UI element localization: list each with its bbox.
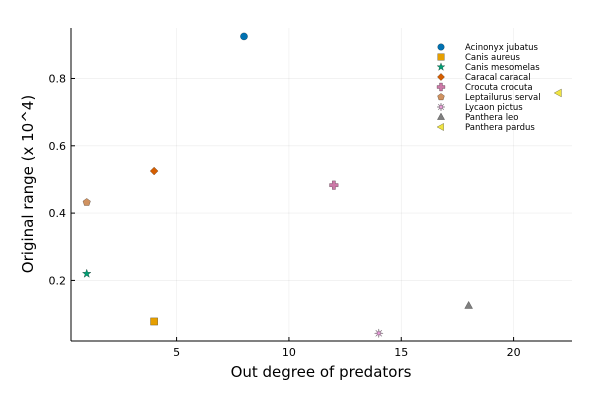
legend-label: Panthera pardus [465, 123, 535, 133]
data-point [553, 88, 562, 98]
grid [71, 28, 572, 341]
data-point [374, 328, 384, 338]
y-tick-label: 0.4 [49, 207, 67, 220]
data-point [81, 268, 92, 278]
legend-label: Crocuta crocuta [465, 83, 533, 93]
x-ticks: 5 10 15 20 [173, 337, 521, 359]
data-point [464, 300, 473, 309]
y-tick-label: 0.2 [49, 274, 67, 287]
legend-label: Lycaon pictus [465, 103, 523, 113]
legend-label: Caracal caracal [465, 73, 531, 83]
legend-marker [437, 73, 445, 81]
legend-marker [437, 53, 445, 61]
legend-item: Lycaon pictus [437, 103, 523, 113]
x-tick-label: 15 [394, 346, 408, 359]
legend-item: Panthera pardus [436, 123, 535, 133]
x-tick-label: 20 [507, 346, 521, 359]
y-tick-label: 0.8 [49, 72, 67, 85]
data-point [150, 317, 158, 326]
y-axis-label: Original range (x 10^4) [19, 95, 37, 273]
legend-marker [437, 43, 445, 51]
legend-label: Acinonyx jubatus [465, 43, 539, 53]
x-axis-label: Out degree of predators [231, 363, 412, 381]
legend-item: Canis mesomelas [436, 62, 540, 73]
legend-label: Panthera leo [465, 113, 519, 123]
y-ticks: 0.2 0.4 0.6 0.8 [49, 72, 75, 287]
legend-marker [436, 123, 444, 131]
y-tick-label: 0.6 [49, 140, 67, 153]
data-point [149, 166, 159, 176]
legend-marker [437, 112, 445, 120]
data-point [329, 180, 339, 190]
legend-item: Crocuta crocuta [436, 82, 533, 93]
data-point [82, 198, 91, 206]
legend-marker [436, 82, 446, 92]
legend-marker [437, 93, 445, 101]
legend-item: Leptailurus serval [437, 93, 541, 103]
x-tick-label: 10 [282, 346, 296, 359]
legend-item: Panthera leo [437, 112, 519, 123]
data-points [81, 32, 562, 338]
legend-marker [436, 62, 446, 71]
legend-item: Caracal caracal [437, 73, 531, 83]
x-tick-label: 5 [173, 346, 180, 359]
legend-item: Acinonyx jubatus [437, 43, 539, 53]
axes [70, 28, 572, 342]
legend-item: Canis aureus [437, 53, 521, 63]
legend-label: Leptailurus serval [465, 93, 541, 103]
legend-marker [437, 103, 445, 111]
data-point [240, 32, 248, 41]
legend-label: Canis aureus [465, 53, 521, 63]
legend-label: Canis mesomelas [465, 63, 540, 73]
